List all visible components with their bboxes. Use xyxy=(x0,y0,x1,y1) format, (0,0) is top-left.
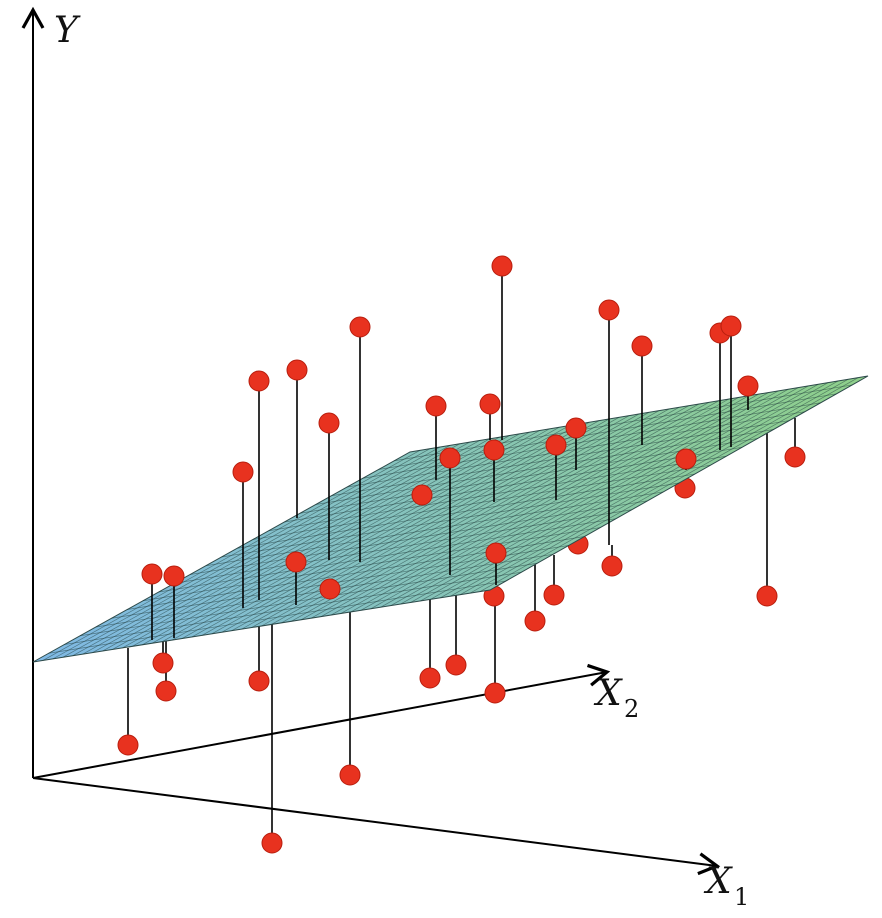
observation-point xyxy=(756,585,778,607)
observation-point xyxy=(601,555,623,577)
observation-point xyxy=(319,578,341,600)
observation-point xyxy=(784,446,806,468)
observation-point xyxy=(141,563,163,585)
mesh-line xyxy=(394,384,853,462)
observation-point xyxy=(485,542,507,564)
observation-point xyxy=(543,584,565,606)
plane-mesh xyxy=(42,377,859,661)
observation-point xyxy=(737,375,759,397)
svg-text:X: X xyxy=(703,861,733,902)
mesh-line xyxy=(64,571,522,645)
x1-axis xyxy=(32,777,721,876)
observation-point xyxy=(565,417,587,439)
observation-point xyxy=(248,370,270,392)
observation-point xyxy=(479,393,501,415)
observation-point xyxy=(285,551,307,573)
observation-point xyxy=(598,299,620,321)
svg-text:X: X xyxy=(593,673,623,714)
y-axis-label: Y xyxy=(54,10,81,51)
observation-point xyxy=(445,654,467,676)
mesh-line xyxy=(268,455,727,532)
observation-point xyxy=(631,335,653,357)
points-above-plane xyxy=(141,255,759,600)
svg-text:1: 1 xyxy=(734,883,749,911)
observation-point xyxy=(419,667,441,689)
observation-point xyxy=(524,610,546,632)
mesh-line xyxy=(237,473,695,549)
mesh-line xyxy=(205,491,664,567)
observation-point xyxy=(349,316,371,338)
observation-point xyxy=(425,395,447,417)
observation-point xyxy=(720,315,742,337)
mesh-line xyxy=(158,518,617,593)
mesh-line xyxy=(48,580,506,654)
svg-text:2: 2 xyxy=(624,695,639,723)
observation-point xyxy=(232,461,254,483)
observation-point xyxy=(163,565,185,587)
mesh-line xyxy=(174,509,632,584)
observation-point xyxy=(484,682,506,704)
observation-point xyxy=(411,484,433,506)
observation-point xyxy=(491,255,513,277)
x2-axis xyxy=(32,663,611,779)
observation-point xyxy=(545,434,567,456)
mesh-line xyxy=(127,536,585,610)
observation-point xyxy=(155,680,177,702)
observation-point xyxy=(261,832,283,854)
mesh-line xyxy=(362,402,821,479)
observation-point xyxy=(152,652,174,674)
axes xyxy=(21,6,721,876)
mesh-line xyxy=(142,527,601,602)
mesh-line xyxy=(80,562,538,637)
mesh-line xyxy=(190,500,648,575)
points-below-plane xyxy=(117,446,806,854)
observation-point xyxy=(117,734,139,756)
observation-point xyxy=(286,359,308,381)
observation-point xyxy=(483,439,505,461)
observation-point xyxy=(439,447,461,469)
observation-point xyxy=(339,764,361,786)
x2-axis-label: X 2 xyxy=(593,673,639,723)
x1-axis-label: X 1 xyxy=(703,861,749,911)
mesh-line xyxy=(315,429,774,505)
observation-point xyxy=(248,670,270,692)
mesh-line xyxy=(331,420,790,497)
observation-point xyxy=(675,448,697,470)
observation-point xyxy=(318,412,340,434)
